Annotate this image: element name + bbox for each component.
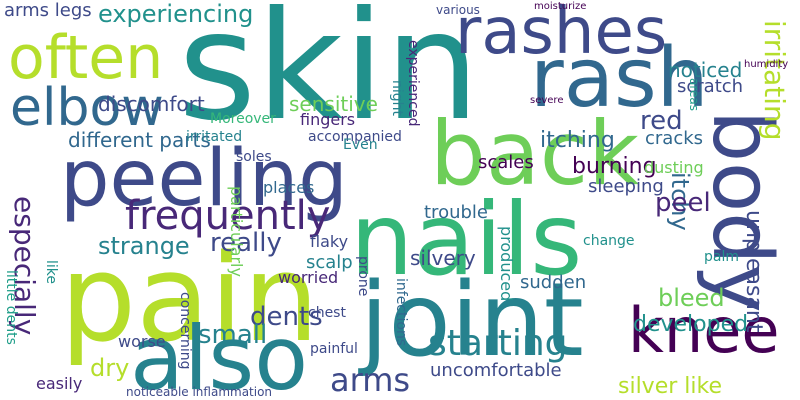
word-scratch: scratch [677, 76, 744, 97]
word-infections: infections [393, 278, 409, 347]
word-peeling: peeling [60, 134, 348, 224]
word-little-dents: little dents [3, 270, 19, 345]
word-sensitive: sensitive [289, 92, 378, 116]
word-experiencing: experiencing [98, 0, 254, 28]
word-places: places [263, 178, 315, 197]
word-rashes: rashes [455, 0, 668, 69]
word-irritated: irritated [186, 129, 243, 145]
word-discomfort: discomfort [98, 92, 205, 116]
word-palm: palm [704, 249, 739, 265]
word-chest: chest [308, 305, 346, 321]
word-dents: dents [250, 302, 323, 332]
word-scalp: scalp [306, 252, 353, 273]
word-accompanied: accompanied [308, 129, 402, 145]
word-pain: pain [60, 230, 320, 369]
word-burning: burning [572, 154, 657, 179]
word-cracks: cracks [645, 128, 704, 149]
word-humidity: humidity [744, 59, 789, 70]
word-silvery: silvery [410, 246, 476, 270]
word-painful: painful [310, 341, 358, 357]
word-bleed: bleed [658, 284, 725, 312]
word-moreover: Moreover [210, 111, 276, 127]
word-strange: strange [98, 232, 190, 260]
word-developed: developed [633, 312, 749, 337]
word-worried: worried [278, 268, 339, 287]
word-irritating: irritating [758, 20, 791, 141]
word-elbow: elbow [10, 78, 164, 138]
word-experienced: experienced [405, 40, 421, 127]
word-body: body [694, 110, 789, 313]
word-even: Even [343, 137, 378, 153]
word-starting: starting [428, 323, 568, 364]
word-fingers: fingers [300, 110, 356, 129]
word-concerning: concerning [177, 292, 193, 370]
word-various: various [436, 3, 480, 17]
word-joint: joint [360, 261, 584, 380]
word-often: often [8, 23, 164, 93]
word-small: small [198, 320, 268, 350]
word-night: night [389, 80, 405, 117]
word-produced: produced [497, 226, 516, 302]
word-like: like [43, 260, 59, 285]
word-dry: dry [90, 354, 130, 382]
word-flaky: flaky [310, 232, 349, 251]
word-different-parts: different parts [68, 128, 211, 152]
word-moisturize: moisturize [534, 1, 587, 12]
word-unpleasant: unpleasant [741, 210, 766, 333]
word-itching: itching [540, 128, 615, 153]
word-especially: especially [8, 196, 41, 336]
word-soles: soles [236, 149, 272, 165]
word-frequently: frequently [125, 193, 331, 239]
word-rash: rash [530, 31, 709, 126]
word-nails: nails [350, 181, 583, 298]
word-dusting: dusting [644, 158, 704, 177]
word-itchy: itchy [666, 172, 694, 231]
word-sleeping: sleeping [588, 176, 664, 197]
word-sudden: sudden [520, 272, 587, 293]
word-trouble: trouble [424, 202, 488, 223]
word-severe: severe [530, 95, 564, 106]
word-easily: easily [36, 374, 83, 393]
word-back: back [430, 102, 640, 205]
word-worse: worse [118, 332, 166, 351]
word-arms: arms [330, 361, 411, 399]
word-areas: areas [687, 78, 701, 112]
word-noticeable-inflammation: noticeable inflammation [126, 385, 273, 399]
word-peel: peel [655, 188, 711, 218]
word-also: also [130, 307, 309, 400]
word-prone: prone [355, 256, 371, 297]
word-skin: skin [178, 0, 480, 154]
word-knee: knee [628, 294, 780, 367]
word-silver-like: silver like [618, 374, 722, 399]
word-scales: scales [478, 152, 534, 173]
word-change: change [583, 233, 635, 249]
word-noticed: noticed [668, 58, 743, 82]
word-arms-legs: arms legs [4, 0, 92, 21]
word-red: red [640, 106, 683, 136]
word-particularly: particularly [227, 186, 246, 277]
word-uncomfortable: uncomfortable [430, 360, 562, 381]
word-really: really [210, 228, 282, 258]
